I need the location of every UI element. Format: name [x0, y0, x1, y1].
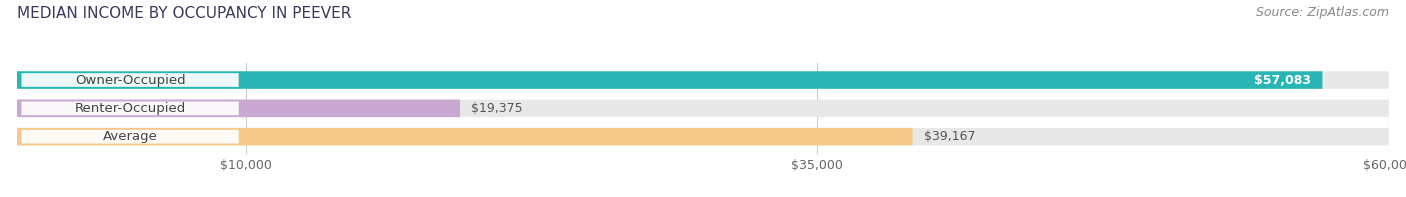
FancyBboxPatch shape [21, 101, 239, 115]
FancyBboxPatch shape [21, 130, 239, 144]
FancyBboxPatch shape [17, 128, 912, 145]
FancyBboxPatch shape [17, 71, 1389, 89]
Text: Renter-Occupied: Renter-Occupied [75, 102, 186, 115]
FancyBboxPatch shape [17, 99, 460, 117]
Text: $19,375: $19,375 [471, 102, 523, 115]
Text: Owner-Occupied: Owner-Occupied [75, 73, 186, 86]
Text: MEDIAN INCOME BY OCCUPANCY IN PEEVER: MEDIAN INCOME BY OCCUPANCY IN PEEVER [17, 6, 352, 21]
Text: $57,083: $57,083 [1254, 73, 1310, 86]
FancyBboxPatch shape [17, 99, 1389, 117]
Text: Source: ZipAtlas.com: Source: ZipAtlas.com [1256, 6, 1389, 19]
FancyBboxPatch shape [17, 71, 1323, 89]
FancyBboxPatch shape [21, 73, 239, 87]
Text: Average: Average [103, 130, 157, 143]
Text: $39,167: $39,167 [924, 130, 976, 143]
FancyBboxPatch shape [17, 128, 1389, 145]
